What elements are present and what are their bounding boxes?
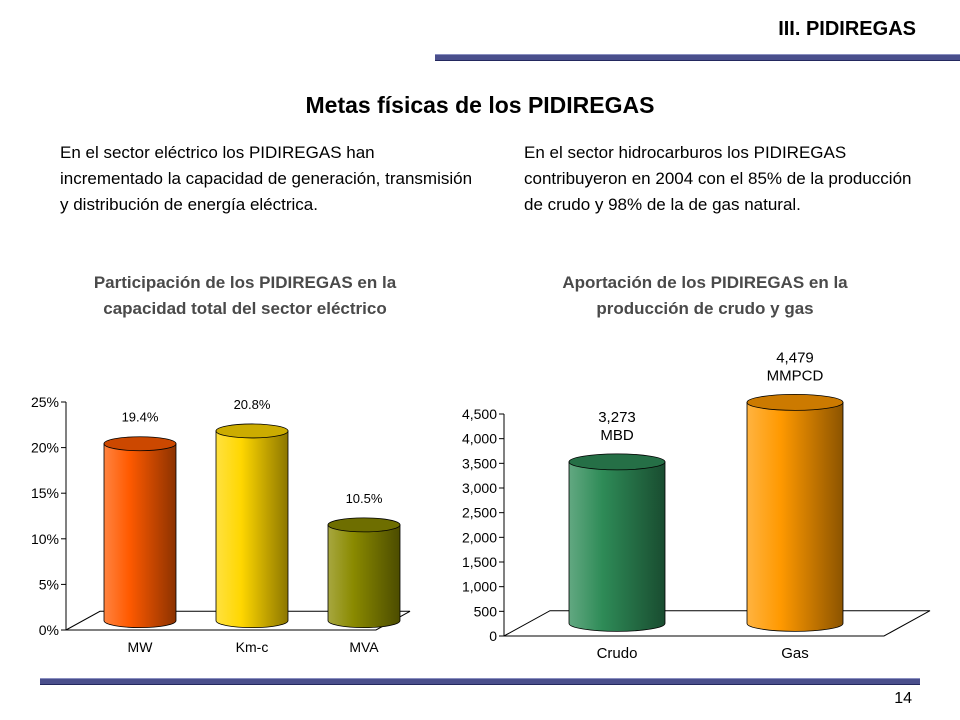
x-tick-label: Gas	[781, 645, 809, 662]
y-tick-label: 3,500	[462, 455, 497, 471]
bar-mva	[327, 517, 401, 629]
electric-chart-title: Participación de los PIDIREGAS en la cap…	[93, 273, 397, 318]
y-tick-label: 4,000	[462, 431, 497, 447]
data-label: 3,273	[598, 409, 636, 426]
bar-top	[103, 436, 177, 452]
bar-body	[215, 430, 289, 629]
y-tick-label: 0%	[39, 622, 59, 638]
bar-top	[746, 393, 844, 411]
y-tick-label: 4,500	[462, 406, 497, 422]
bar-body	[746, 401, 844, 632]
page-title: Metas físicas de los PIDIREGAS	[305, 92, 655, 118]
bar-body	[327, 524, 401, 629]
bar-top	[327, 517, 401, 533]
bar-top	[215, 423, 289, 439]
y-tick-label: 10%	[31, 531, 59, 547]
data-label: 4,479	[776, 349, 814, 366]
bar-top	[568, 453, 666, 471]
y-tick-label: 500	[474, 603, 498, 619]
bar-km-c	[215, 423, 289, 629]
production-chart-title: Aportación de los PIDIREGAS en la produc…	[562, 273, 848, 318]
footer-rule	[40, 678, 920, 685]
x-tick-label: Crudo	[597, 645, 638, 662]
y-tick-label: 2,000	[462, 529, 497, 545]
hydrocarbon-sector-paragraph: En el sector hidrocarburos los PIDIREGAS…	[524, 143, 912, 214]
data-label: 10.5%	[346, 491, 383, 506]
data-label: 20.8%	[234, 397, 271, 412]
bar-mw	[103, 436, 177, 629]
data-label: MBD	[600, 427, 634, 444]
bar-crudo	[568, 453, 666, 632]
header-rule	[435, 54, 960, 61]
page-number: 14	[894, 690, 912, 707]
chart-floor	[503, 610, 931, 637]
bar-gas	[746, 393, 844, 632]
bar-body	[103, 443, 177, 629]
x-tick-label: MW	[128, 639, 154, 655]
y-tick-label: 1,000	[462, 579, 497, 595]
y-tick-label: 0	[489, 628, 497, 644]
data-label: MMPCD	[767, 367, 824, 384]
y-tick-label: 15%	[31, 485, 59, 501]
y-tick-label: 2,500	[462, 505, 497, 521]
electric-sector-paragraph: En el sector eléctrico los PIDIREGAS han…	[60, 143, 473, 214]
x-tick-label: MVA	[349, 639, 379, 655]
oil-gas-production-chart: 0 500 1,000 1,500 2,000 2,500 3,000 3,500 4,000 4…	[462, 349, 931, 662]
x-tick-label: Km-c	[236, 639, 269, 655]
section-header: III. PIDIREGAS	[778, 18, 916, 40]
electric-capacity-chart: 0% 5% 10% 15% 20% 25% 19.4% MW 20.8% Km-c 10.5% MVA	[31, 394, 411, 655]
y-tick-label: 1,500	[462, 554, 497, 570]
y-tick-label: 3,000	[462, 480, 497, 496]
y-tick-label: 20%	[31, 440, 59, 456]
data-label: 19.4%	[122, 410, 159, 425]
y-tick-label: 5%	[39, 576, 59, 592]
y-tick-label: 25%	[31, 394, 59, 410]
bar-body	[568, 461, 666, 632]
